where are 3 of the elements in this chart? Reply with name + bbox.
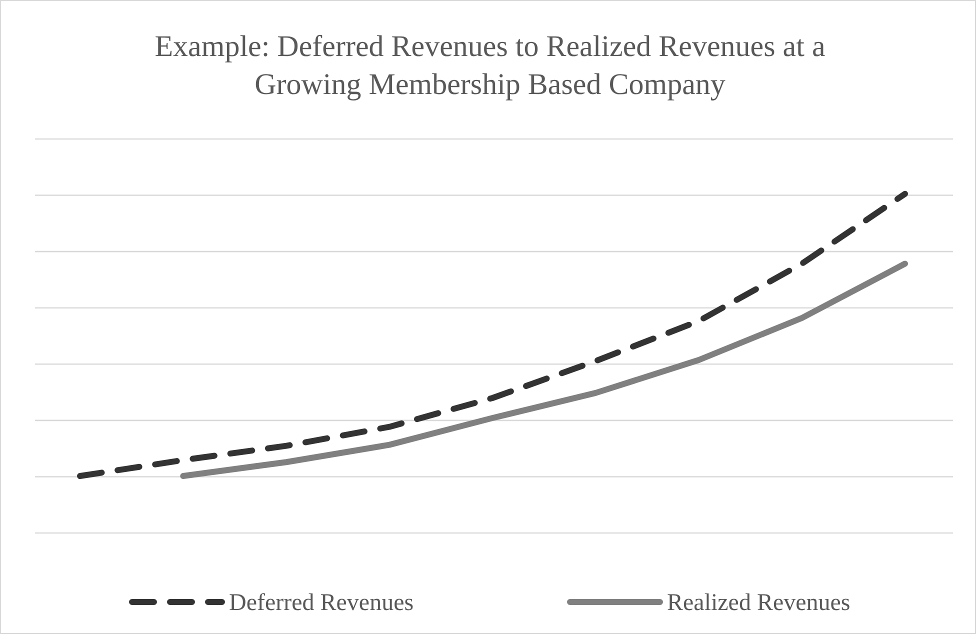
chart-title: Example: Deferred Revenues to Realized Revenues at a Growing Membership Based Company bbox=[154, 30, 826, 101]
legend-label: Realized Revenues bbox=[667, 590, 850, 616]
legend-label: Deferred Revenues bbox=[229, 590, 414, 616]
